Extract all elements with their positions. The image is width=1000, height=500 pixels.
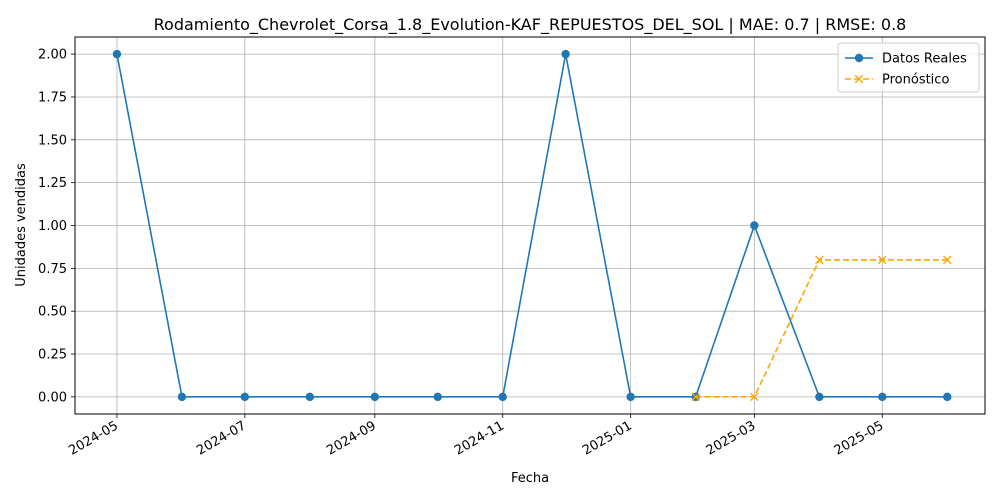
data-point-actual xyxy=(750,221,759,230)
y-axis-label: Unidades vendidas xyxy=(14,163,29,287)
y-tick-label: 1.50 xyxy=(38,133,67,148)
marker-stroke xyxy=(750,392,759,402)
legend-box xyxy=(837,42,980,93)
y-tick-label: 1.25 xyxy=(38,176,67,191)
y-tick-label: 0.75 xyxy=(38,262,67,277)
data-point-actual xyxy=(561,49,570,59)
grid xyxy=(75,37,985,414)
x-axis: 2024-05 2024-07 2024-09 2024-11 2025-01 2025-… xyxy=(66,414,886,459)
data-point-actual xyxy=(370,392,380,402)
x-tick-label: 2025-01 xyxy=(580,418,635,458)
data-point-actual xyxy=(498,392,507,402)
y-tick-label: 2.00 xyxy=(38,48,67,63)
y-tick-label: 1.00 xyxy=(38,219,67,234)
data-point-actual xyxy=(240,392,250,402)
marker-stroke xyxy=(691,392,700,402)
series-layer xyxy=(112,49,952,402)
x-tick-label: 2024-07 xyxy=(194,418,249,458)
data-point-forecast xyxy=(691,392,700,402)
y-tick-label: 0.25 xyxy=(38,348,67,363)
data-point-actual xyxy=(943,392,952,402)
series-line-actual xyxy=(116,53,948,398)
marker-stroke xyxy=(877,255,887,265)
data-point-forecast xyxy=(815,255,824,265)
y-tick-label: 0.50 xyxy=(38,305,67,320)
marker-stroke xyxy=(815,255,824,265)
data-point-actual xyxy=(878,392,887,402)
marker-stroke xyxy=(942,255,952,265)
chart-title: Rodamiento_Chevrolet_Corsa_1.8_Evolution… xyxy=(154,15,907,35)
y-tick-label: 1.75 xyxy=(38,90,67,105)
marker-stroke xyxy=(854,74,864,84)
x-axis-label: Fecha xyxy=(511,471,549,486)
data-point-forecast xyxy=(942,255,952,265)
data-point-forecast xyxy=(877,255,887,265)
x-tick-label: 2025-03 xyxy=(704,418,759,458)
data-point-actual xyxy=(626,392,635,402)
data-point-actual xyxy=(433,392,442,402)
x-tick-label: 2025-05 xyxy=(832,418,887,458)
data-point-actual xyxy=(112,49,122,59)
y-axis: 0.00 0.25 0.50 0.75 1.00 1.25 1.50 1.75 2.00 xyxy=(38,48,75,405)
data-point-actual xyxy=(815,392,824,402)
data-point-actual xyxy=(177,392,187,402)
legend-label-forecast: Pronóstico xyxy=(882,73,949,88)
y-tick-label: 0.00 xyxy=(38,390,67,405)
x-tick-label: 2024-09 xyxy=(324,418,379,458)
x-tick-label: 2024-11 xyxy=(452,418,507,458)
legend-marker-actual xyxy=(854,53,864,63)
legend-marker-forecast xyxy=(854,74,864,84)
series-line-forecast xyxy=(695,258,948,398)
data-point-forecast xyxy=(750,392,759,402)
data-point-actual xyxy=(305,392,315,402)
legend-label-actual: Datos Reales xyxy=(882,52,967,67)
x-tick-label: 2024-05 xyxy=(66,418,121,458)
legend: Datos Reales Pronóstico xyxy=(837,42,980,93)
